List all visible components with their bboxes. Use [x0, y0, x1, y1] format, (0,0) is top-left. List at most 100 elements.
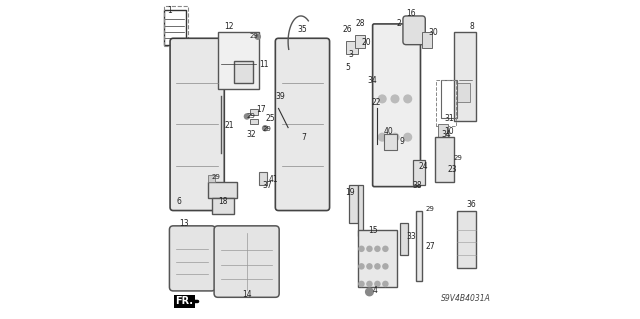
Text: 19: 19: [346, 188, 355, 197]
Text: 3: 3: [349, 50, 353, 59]
Text: 34: 34: [368, 76, 378, 85]
Text: 4: 4: [372, 286, 378, 295]
Text: 16: 16: [406, 9, 416, 18]
Bar: [209, 175, 215, 182]
Bar: [400, 223, 408, 255]
Bar: [346, 41, 358, 54]
Circle shape: [365, 288, 373, 296]
FancyBboxPatch shape: [372, 24, 420, 187]
Bar: [441, 80, 457, 118]
Bar: [422, 32, 431, 48]
Text: S9V4B4031A: S9V4B4031A: [441, 294, 491, 303]
Text: 38: 38: [413, 181, 422, 190]
Text: 28: 28: [355, 19, 365, 27]
Circle shape: [404, 95, 412, 103]
Text: 29: 29: [246, 113, 255, 119]
Circle shape: [383, 246, 388, 251]
Text: 2: 2: [397, 19, 401, 27]
FancyBboxPatch shape: [170, 38, 224, 211]
Text: 23: 23: [447, 165, 457, 174]
Text: 36: 36: [467, 200, 477, 209]
Circle shape: [359, 264, 364, 269]
Text: 29: 29: [262, 126, 271, 132]
Text: 13: 13: [180, 219, 189, 228]
Bar: [416, 211, 422, 281]
Text: 11: 11: [259, 60, 269, 69]
Text: 9: 9: [400, 137, 404, 145]
Bar: [454, 32, 476, 121]
Bar: [218, 32, 259, 89]
Text: 24: 24: [419, 162, 429, 171]
Text: 29: 29: [454, 154, 463, 160]
Bar: [355, 35, 365, 48]
Circle shape: [244, 114, 250, 119]
Text: 25: 25: [266, 114, 275, 123]
Bar: [358, 185, 363, 236]
Text: 29: 29: [212, 174, 220, 180]
Circle shape: [359, 281, 364, 286]
Circle shape: [262, 126, 268, 131]
Bar: [212, 198, 234, 214]
Text: 32: 32: [246, 130, 256, 139]
Circle shape: [378, 133, 386, 141]
Bar: [436, 80, 456, 126]
Circle shape: [359, 246, 364, 251]
Text: 15: 15: [368, 226, 378, 235]
Text: 37: 37: [262, 181, 273, 190]
Bar: [234, 61, 253, 83]
Circle shape: [367, 281, 372, 286]
Bar: [164, 10, 186, 45]
Circle shape: [255, 34, 260, 39]
FancyBboxPatch shape: [170, 226, 216, 291]
Circle shape: [375, 246, 380, 251]
Circle shape: [383, 264, 388, 269]
Text: 26: 26: [342, 25, 352, 34]
Circle shape: [378, 95, 386, 103]
Bar: [457, 211, 476, 268]
Text: 12: 12: [224, 22, 234, 31]
Bar: [250, 109, 258, 115]
Circle shape: [404, 133, 412, 141]
Text: 5: 5: [346, 63, 350, 72]
Text: 22: 22: [371, 98, 381, 107]
Bar: [435, 137, 454, 182]
Circle shape: [391, 95, 399, 103]
Text: 41: 41: [269, 175, 278, 184]
Bar: [349, 185, 358, 223]
Text: 34: 34: [441, 130, 451, 139]
Circle shape: [375, 264, 380, 269]
Text: 18: 18: [218, 197, 227, 206]
Circle shape: [391, 133, 399, 141]
Text: 8: 8: [470, 22, 475, 31]
Text: 21: 21: [224, 121, 234, 130]
Text: 17: 17: [256, 105, 266, 114]
Circle shape: [367, 264, 372, 269]
Bar: [358, 230, 397, 287]
FancyBboxPatch shape: [403, 16, 425, 45]
Text: 10: 10: [444, 127, 454, 136]
Circle shape: [367, 246, 372, 251]
Text: 39: 39: [275, 92, 285, 101]
Text: 31: 31: [444, 114, 454, 123]
Text: 30: 30: [428, 28, 438, 37]
Text: 33: 33: [406, 232, 416, 241]
Text: 7: 7: [301, 133, 306, 142]
Text: 27: 27: [425, 242, 435, 251]
Text: 29: 29: [425, 205, 434, 211]
Bar: [384, 134, 397, 150]
Text: FR.: FR.: [175, 296, 193, 307]
Text: 29: 29: [250, 33, 259, 39]
FancyBboxPatch shape: [214, 226, 279, 297]
Text: 35: 35: [298, 25, 307, 34]
Bar: [250, 119, 258, 124]
FancyBboxPatch shape: [275, 38, 330, 211]
Bar: [209, 182, 237, 198]
Bar: [413, 160, 425, 185]
Text: 6: 6: [177, 197, 181, 206]
Text: 20: 20: [362, 38, 371, 47]
Circle shape: [375, 281, 380, 286]
Bar: [457, 83, 470, 102]
Text: 40: 40: [384, 127, 394, 136]
Circle shape: [383, 281, 388, 286]
Bar: [164, 6, 188, 46]
